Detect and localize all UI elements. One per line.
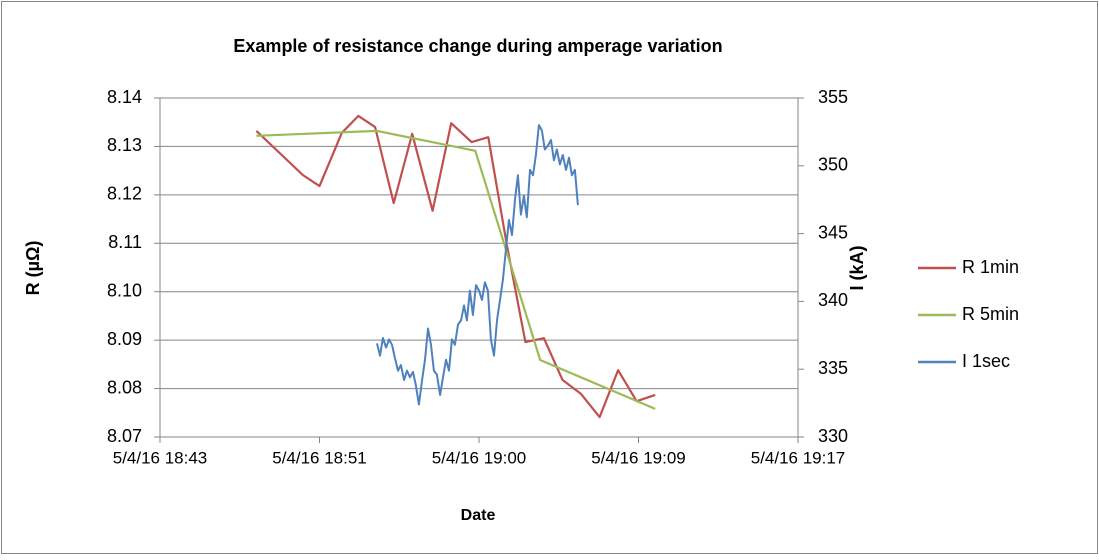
y-axis-label: R (µΩ) bbox=[23, 241, 43, 296]
y2-tick-label: 355 bbox=[818, 87, 848, 107]
x-tick-label: 5/4/16 19:00 bbox=[432, 448, 527, 467]
y-tick-label: 8.09 bbox=[107, 329, 142, 349]
legend-label: R 1min bbox=[962, 257, 1019, 277]
data-line bbox=[255, 114, 656, 419]
x-tick-label: 5/4/16 18:51 bbox=[272, 448, 367, 467]
x-tick-label: 5/4/16 19:09 bbox=[591, 448, 686, 467]
x-tick-label: 5/4/16 18:43 bbox=[113, 448, 208, 467]
y-tick-label: 8.12 bbox=[107, 184, 142, 204]
legend-label: I 1sec bbox=[962, 351, 1010, 371]
y2-tick-label: 330 bbox=[818, 426, 848, 446]
y-tick-label: 8.13 bbox=[107, 135, 142, 155]
y-tick-label: 8.07 bbox=[107, 426, 142, 446]
y-tick-label: 8.08 bbox=[107, 377, 142, 397]
y2-tick-label: 350 bbox=[818, 155, 848, 175]
y-tick-label: 8.11 bbox=[108, 232, 142, 252]
data-line bbox=[256, 129, 656, 410]
y-tick-label: 8.10 bbox=[107, 280, 142, 300]
y2-tick-label: 340 bbox=[818, 290, 848, 310]
x-tick-label: 5/4/16 19:17 bbox=[751, 448, 846, 467]
data-line bbox=[376, 124, 579, 406]
legend-label: R 5min bbox=[962, 304, 1019, 324]
y2-axis-label: I (kA) bbox=[847, 245, 867, 290]
y-tick-label: 8.14 bbox=[107, 87, 142, 107]
y2-tick-label: 335 bbox=[818, 358, 848, 378]
x-axis-label: Date bbox=[461, 507, 496, 524]
chart-title: Example of resistance change during ampe… bbox=[233, 36, 722, 56]
y2-tick-label: 345 bbox=[818, 222, 848, 242]
